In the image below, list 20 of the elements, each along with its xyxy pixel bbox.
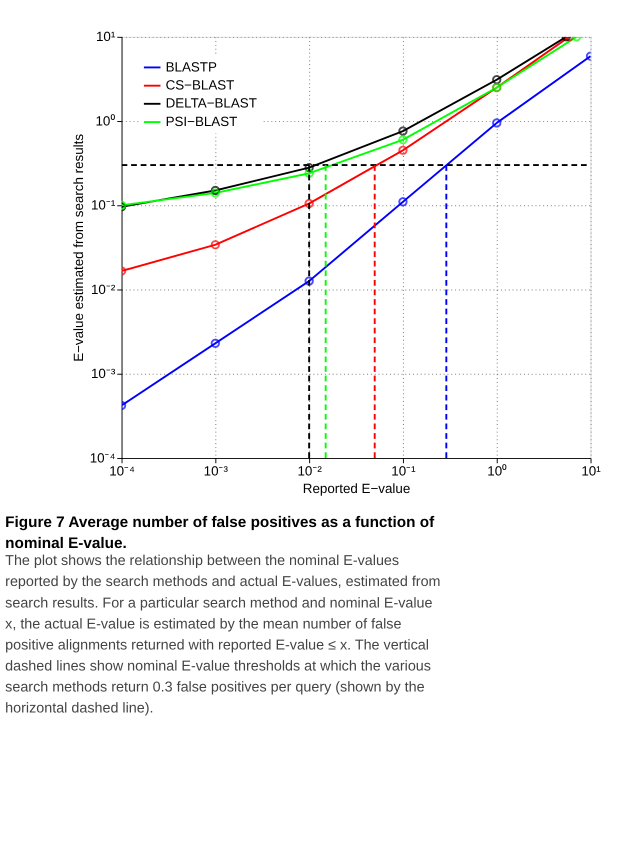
legend-label: PSI−BLAST	[166, 114, 238, 129]
x-tick-label: 10⁻⁴	[109, 464, 136, 479]
x-tick-label: 10⁻³	[204, 464, 229, 479]
x-axis-title: Reported E−value	[302, 480, 410, 496]
legend-label: BLASTP	[166, 59, 217, 74]
y-tick-label: 10⁻⁴	[90, 450, 116, 466]
legend-label: CS−BLAST	[166, 77, 234, 92]
text: Figure 7 Average number of false positives as a function of nominal E-value.	[5, 514, 436, 552]
y-tick-label: 10⁰	[95, 113, 116, 128]
y-tick-label: 10⁻²	[90, 282, 116, 297]
y-tick-label: 10⁻³	[90, 366, 116, 382]
x-tick-label: 10⁻²	[297, 464, 322, 479]
legend-label: DELTA−BLAST	[166, 96, 257, 111]
y-axis-title: E−value estimated from search results	[71, 134, 86, 362]
x-tick-label: 10⁻¹	[391, 464, 416, 479]
text: The plot shows the relationship between the nominal E-values reported by the search methods and actual E-values, estimated from search results. For a particular search method and nominal E-value x, the actual E-value is estimated by the mean number of false positive alignments returned with reported E-value ≤ x. The vertical dashed lines show nominal E-value thresholds at which the various search methods return 0.3 false positives per query (shown by the horizontal dashed line).	[5, 553, 441, 717]
x-tick-label: 10⁰	[487, 464, 508, 479]
x-tick-label: 10¹	[581, 464, 602, 479]
y-tick-label: 10⁻¹	[90, 198, 116, 213]
y-tick-label: 10¹	[96, 29, 116, 44]
